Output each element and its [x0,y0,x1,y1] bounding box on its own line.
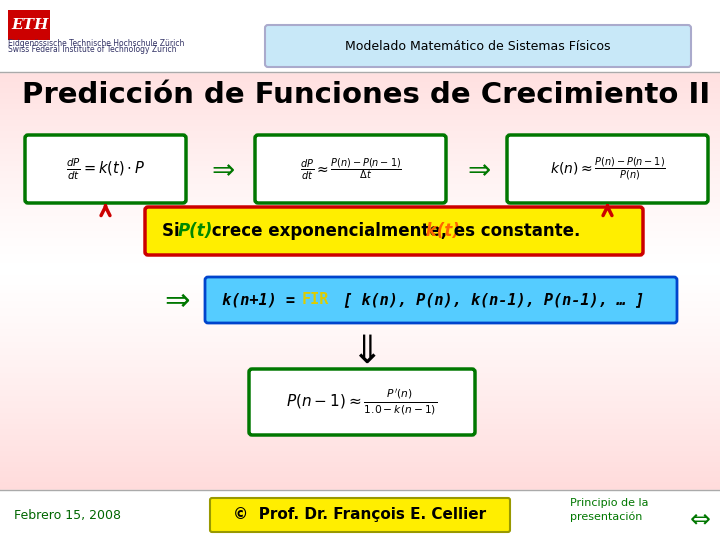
Text: ©  Prof. Dr. François E. Cellier: © Prof. Dr. François E. Cellier [233,508,487,523]
FancyBboxPatch shape [255,135,446,203]
Text: Modelado Matemático de Sistemas Físicos: Modelado Matemático de Sistemas Físicos [346,39,611,52]
Text: $\Rightarrow$: $\Rightarrow$ [462,155,491,183]
Text: $\Downarrow$: $\Downarrow$ [343,333,377,371]
Text: Predicción de Funciones de Crecimiento II: Predicción de Funciones de Crecimiento I… [22,81,710,109]
Text: k(t): k(t) [420,222,460,240]
Text: Si: Si [162,222,185,240]
Text: P(t): P(t) [178,222,213,240]
Text: FIR: FIR [302,293,329,307]
Text: Eidgenössische Technische Hochschule Zürich: Eidgenössische Technische Hochschule Zür… [8,38,184,48]
FancyBboxPatch shape [507,135,708,203]
Text: $\frac{dP}{dt} = k(t)\cdot P$: $\frac{dP}{dt} = k(t)\cdot P$ [66,156,145,181]
Text: $\Leftrightarrow$: $\Leftrightarrow$ [685,506,711,530]
FancyBboxPatch shape [145,207,643,255]
Text: $P(n-1) \approx \frac{P'(n)}{1.0-k(n-1)}$: $P(n-1) \approx \frac{P'(n)}{1.0-k(n-1)}… [287,387,438,416]
Text: [ k(n), P(n), k(n-1), P(n-1), … ]: [ k(n), P(n), k(n-1), P(n-1), … ] [334,293,644,307]
Text: $\frac{dP}{dt} \approx \frac{P(n)-P(n-1)}{\Delta t}$: $\frac{dP}{dt} \approx \frac{P(n)-P(n-1)… [300,156,402,182]
FancyBboxPatch shape [249,369,475,435]
FancyBboxPatch shape [25,135,186,203]
Text: $\Rightarrow$: $\Rightarrow$ [206,155,235,183]
Text: k(n+1) =: k(n+1) = [222,293,304,307]
Text: Febrero 15, 2008: Febrero 15, 2008 [14,509,121,522]
Text: es constante.: es constante. [448,222,580,240]
Text: $\Rightarrow$: $\Rightarrow$ [159,286,191,314]
Text: $k(n) \approx \frac{P(n)-P(n-1)}{P(n)}$: $k(n) \approx \frac{P(n)-P(n-1)}{P(n)}$ [549,156,665,183]
Bar [8,10,50,40]
FancyBboxPatch shape [265,25,691,67]
Text: crece exponencialmente,: crece exponencialmente, [206,222,447,240]
Text: ETH: ETH [11,18,48,32]
Text: Principio de la
presentación: Principio de la presentación [570,498,649,522]
FancyBboxPatch shape [210,498,510,532]
FancyBboxPatch shape [205,277,677,323]
Text: Swiss Federal Institute of Technology Zurich: Swiss Federal Institute of Technology Zu… [8,45,176,55]
